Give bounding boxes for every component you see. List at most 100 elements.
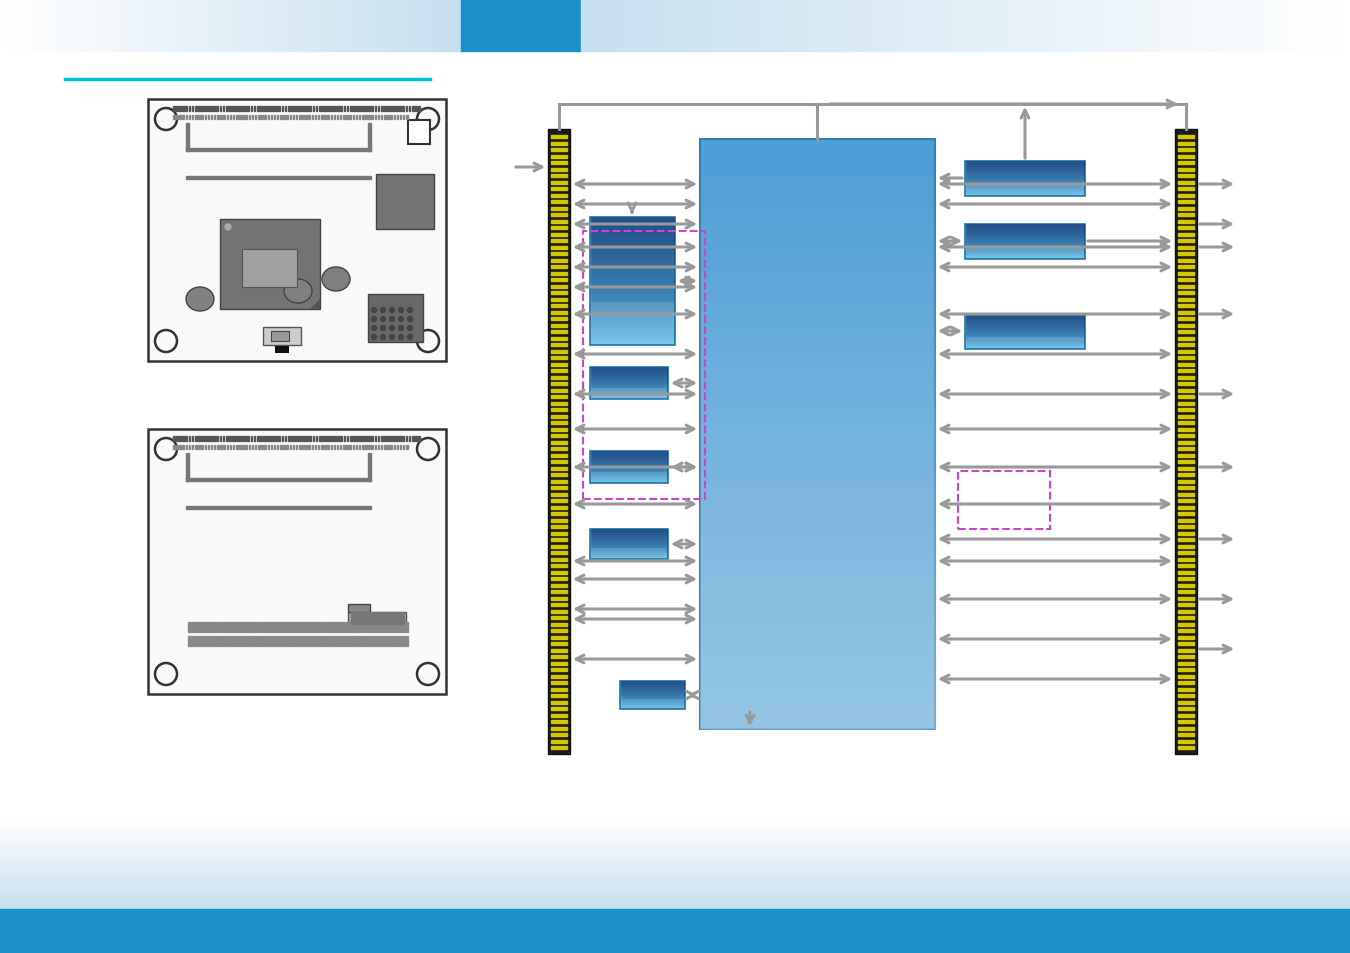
Ellipse shape: [323, 268, 350, 292]
Bar: [0, 932, 1350, 933]
Bar: [176, 436, 178, 441]
Bar: [0, 928, 1350, 929]
Bar: [0, 858, 1350, 859]
Bar: [367, 622, 369, 633]
Bar: [701, 423, 936, 424]
Bar: [359, 637, 360, 646]
Bar: [406, 622, 408, 633]
Bar: [591, 298, 674, 299]
Bar: [1179, 416, 1193, 418]
Bar: [591, 274, 674, 275]
Bar: [701, 334, 936, 335]
Bar: [701, 485, 936, 486]
Bar: [591, 282, 674, 283]
Bar: [701, 403, 936, 405]
Bar: [701, 507, 936, 509]
Bar: [275, 347, 289, 354]
Bar: [701, 225, 936, 226]
Bar: [252, 622, 255, 633]
Bar: [701, 687, 936, 688]
Bar: [0, 861, 1350, 862]
Bar: [348, 613, 406, 624]
Bar: [0, 820, 1350, 821]
Bar: [701, 567, 936, 568]
Bar: [621, 702, 684, 703]
Bar: [701, 447, 936, 448]
Bar: [0, 842, 1350, 843]
Bar: [701, 218, 936, 219]
Bar: [701, 704, 936, 705]
Bar: [701, 527, 936, 529]
Bar: [591, 333, 674, 334]
Bar: [0, 883, 1350, 884]
Bar: [551, 584, 567, 587]
Bar: [701, 504, 936, 505]
Bar: [292, 622, 293, 633]
Bar: [369, 436, 370, 441]
Bar: [701, 497, 936, 498]
Bar: [223, 107, 224, 112]
Bar: [701, 633, 936, 634]
Bar: [701, 336, 936, 337]
Bar: [701, 586, 936, 587]
Bar: [591, 386, 667, 387]
Bar: [591, 473, 667, 474]
Bar: [591, 305, 674, 306]
Bar: [286, 622, 289, 633]
Bar: [325, 622, 327, 633]
Bar: [591, 334, 674, 335]
Bar: [279, 446, 282, 450]
Bar: [252, 637, 255, 646]
Bar: [551, 448, 567, 451]
Bar: [551, 194, 567, 197]
Bar: [591, 457, 667, 458]
Bar: [591, 315, 674, 316]
Bar: [0, 904, 1350, 905]
Bar: [967, 340, 1084, 341]
Bar: [701, 315, 936, 316]
Bar: [1179, 201, 1193, 204]
Bar: [591, 327, 674, 328]
Bar: [343, 116, 344, 120]
Bar: [701, 166, 936, 167]
Bar: [1179, 519, 1193, 522]
Bar: [551, 707, 567, 710]
Circle shape: [371, 335, 377, 340]
Bar: [701, 374, 936, 375]
Bar: [1179, 317, 1193, 320]
Bar: [383, 446, 386, 450]
Bar: [701, 532, 936, 533]
Bar: [258, 116, 259, 120]
Bar: [0, 923, 1350, 924]
Bar: [701, 441, 936, 442]
Bar: [551, 324, 567, 327]
Bar: [294, 436, 296, 441]
Bar: [0, 927, 1350, 928]
Bar: [333, 116, 335, 120]
Bar: [701, 159, 936, 160]
Bar: [701, 427, 936, 428]
Bar: [387, 107, 389, 112]
Bar: [551, 181, 567, 184]
Bar: [375, 637, 377, 646]
Bar: [0, 855, 1350, 856]
Bar: [182, 436, 184, 441]
Bar: [701, 637, 936, 638]
Bar: [0, 939, 1350, 940]
Bar: [701, 402, 936, 403]
Bar: [967, 338, 1084, 339]
Bar: [343, 107, 346, 112]
Bar: [701, 651, 936, 652]
Bar: [1179, 668, 1193, 671]
Bar: [701, 455, 936, 456]
Bar: [591, 287, 674, 288]
Bar: [967, 330, 1084, 331]
Ellipse shape: [284, 280, 312, 304]
Bar: [317, 446, 320, 450]
Bar: [621, 701, 684, 702]
Bar: [591, 319, 674, 320]
Bar: [296, 116, 297, 120]
Bar: [0, 830, 1350, 831]
Bar: [551, 382, 567, 386]
Bar: [701, 314, 936, 315]
